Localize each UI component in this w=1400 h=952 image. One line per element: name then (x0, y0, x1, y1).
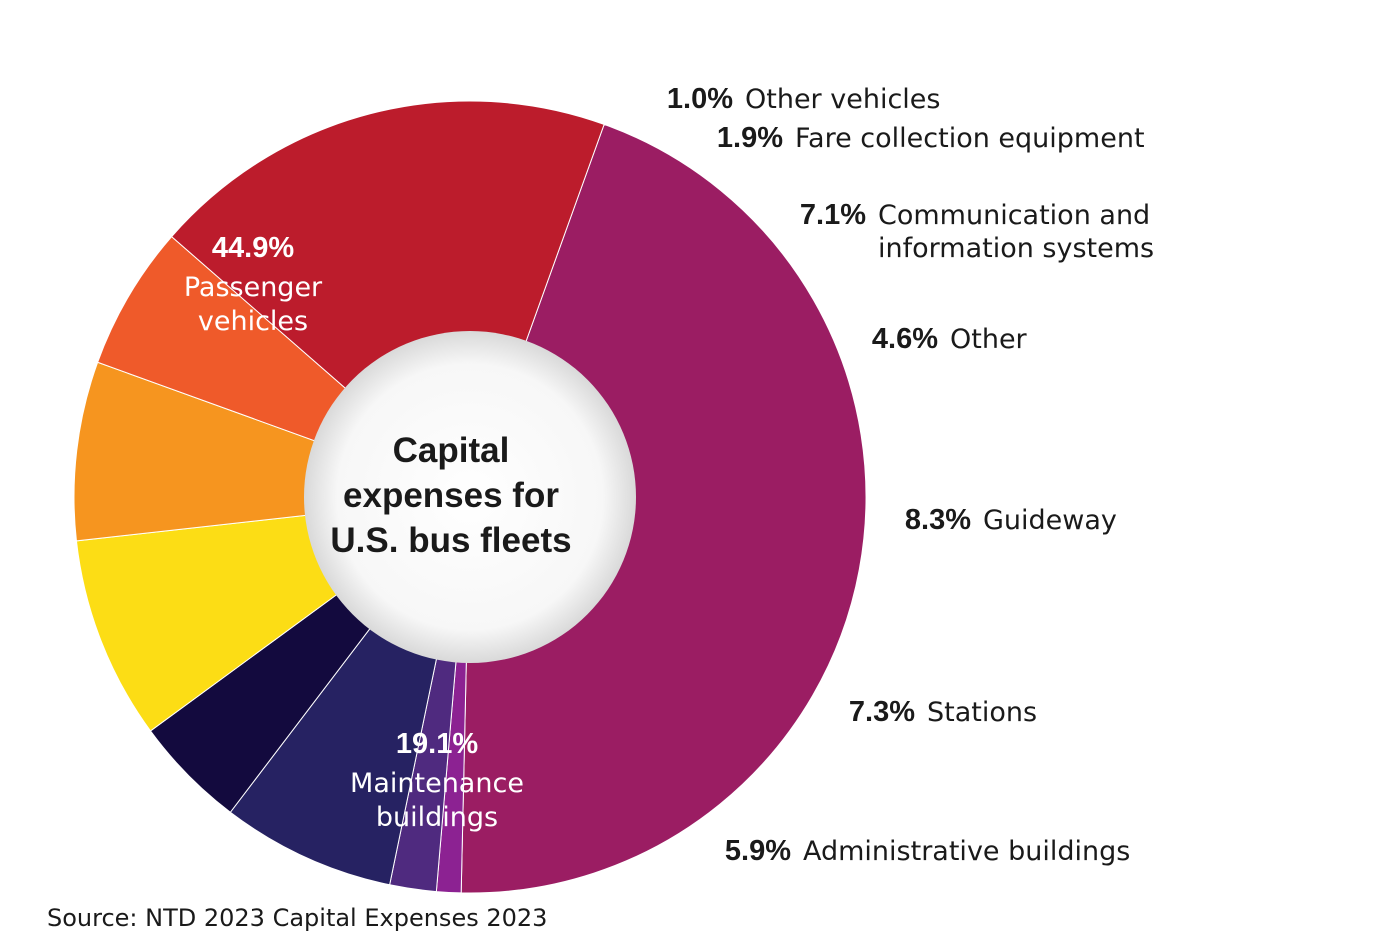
data-label-text-communication-and-information-systems: Communication and (878, 200, 1150, 231)
data-label-text-passenger-vehicles: vehicles (198, 306, 308, 337)
data-label-text-other: Other (950, 324, 1028, 355)
data-label-pct-administrative-buildings: 5.9% (725, 835, 791, 867)
data-label-text-guideway: Guideway (983, 505, 1117, 536)
data-label-text-passenger-vehicles: Passenger (184, 272, 323, 303)
data-label-text-other-vehicles: Other vehicles (745, 84, 940, 115)
data-label-text-communication-and-information-systems: information systems (878, 233, 1154, 264)
center-title-line: expenses for (343, 476, 559, 515)
data-label-pct-passenger-vehicles: 44.9% (212, 232, 294, 264)
data-label-text-maintenance-buildings: Maintenance (350, 768, 524, 799)
data-label-pct-communication-and-information-systems: 7.1% (800, 199, 866, 231)
data-label-pct-maintenance-buildings: 19.1% (396, 728, 478, 760)
data-label-pct-stations: 7.3% (849, 696, 915, 728)
slice-passenger-vehicles (460, 123, 867, 894)
data-label-text-fare-collection-equipment: Fare collection equipment (795, 123, 1145, 154)
data-label-text-stations: Stations (927, 697, 1037, 728)
source-note: Source: NTD 2023 Capital Expenses 2023 (47, 904, 548, 932)
center-hole (304, 331, 636, 663)
center-title: Capital expenses for U.S. bus fleets (330, 431, 571, 560)
center-title-line: Capital (393, 431, 510, 470)
data-label-pct-other: 4.6% (872, 323, 938, 355)
data-label-text-administrative-buildings: Administrative buildings (803, 836, 1130, 867)
data-label-text-maintenance-buildings: buildings (376, 802, 498, 833)
data-label-pct-guideway: 8.3% (905, 504, 971, 536)
data-label-pct-other-vehicles: 1.0% (667, 83, 733, 115)
data-label-pct-fare-collection-equipment: 1.9% (717, 122, 783, 154)
center-title-line: U.S. bus fleets (330, 521, 571, 560)
